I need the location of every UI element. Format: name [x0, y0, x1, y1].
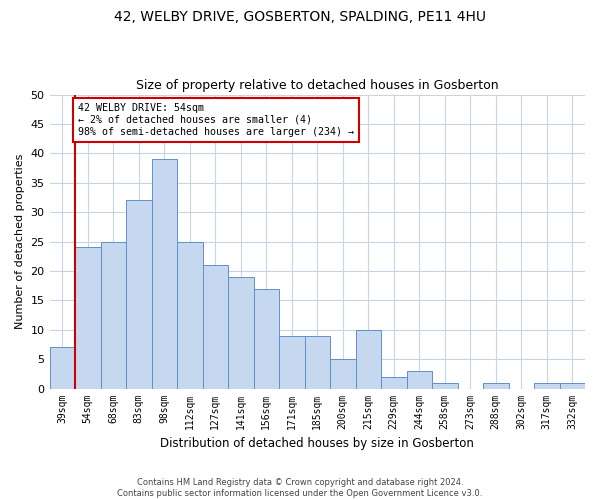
Bar [560, 382, 585, 388]
Bar [101, 242, 126, 388]
Bar [254, 288, 279, 388]
Text: Contains HM Land Registry data © Crown copyright and database right 2024.
Contai: Contains HM Land Registry data © Crown c… [118, 478, 482, 498]
Bar [126, 200, 152, 388]
Y-axis label: Number of detached properties: Number of detached properties [15, 154, 25, 329]
Bar [432, 382, 458, 388]
Bar [228, 277, 254, 388]
Title: Size of property relative to detached houses in Gosberton: Size of property relative to detached ho… [136, 79, 499, 92]
Bar [407, 371, 432, 388]
Bar [203, 265, 228, 388]
Text: 42 WELBY DRIVE: 54sqm
← 2% of detached houses are smaller (4)
98% of semi-detach: 42 WELBY DRIVE: 54sqm ← 2% of detached h… [77, 104, 353, 136]
Bar [330, 359, 356, 388]
Bar [152, 159, 177, 388]
Bar [75, 248, 101, 388]
Bar [483, 382, 509, 388]
Bar [356, 330, 381, 388]
Bar [279, 336, 305, 388]
Bar [305, 336, 330, 388]
Bar [177, 242, 203, 388]
Bar [50, 348, 75, 389]
Bar [534, 382, 560, 388]
Bar [381, 377, 407, 388]
X-axis label: Distribution of detached houses by size in Gosberton: Distribution of detached houses by size … [160, 437, 474, 450]
Text: 42, WELBY DRIVE, GOSBERTON, SPALDING, PE11 4HU: 42, WELBY DRIVE, GOSBERTON, SPALDING, PE… [114, 10, 486, 24]
